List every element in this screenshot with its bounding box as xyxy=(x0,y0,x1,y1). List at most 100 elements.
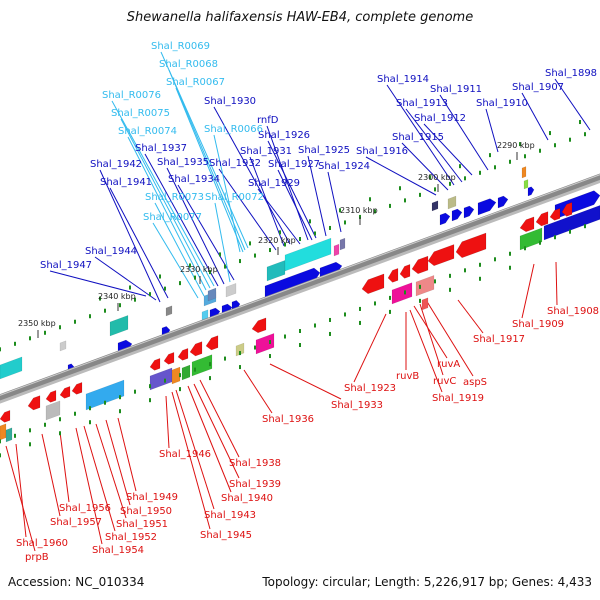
minus-gene-arrow xyxy=(71,381,83,395)
minus-gene-arrow xyxy=(411,255,429,275)
minus-gene-label: Shal_1945 xyxy=(200,530,252,541)
plus-gene-label: Shal_1914 xyxy=(377,74,429,85)
leader-line xyxy=(401,142,449,191)
minus-strand-tick xyxy=(104,400,106,405)
gene-block xyxy=(521,166,527,179)
plus-gene-label: rnfD xyxy=(257,115,279,126)
minus-strand-tick xyxy=(344,312,346,317)
plus-gene-label: Shal_1944 xyxy=(85,246,137,257)
minus-gene-arrow xyxy=(519,216,535,233)
minus-gene-label: Shal_1960 xyxy=(16,538,68,549)
minus-gene-label: Shal_1923 xyxy=(344,383,396,394)
minus-gene-label: aspS xyxy=(463,377,487,388)
leader-line xyxy=(94,256,157,301)
genome-backbone-highlight xyxy=(0,174,600,396)
plus-gene-label: Shal_1934 xyxy=(168,174,220,185)
leader-line xyxy=(5,445,36,552)
minus-strand-tick xyxy=(314,323,316,328)
leader-line xyxy=(171,391,211,530)
gene-block xyxy=(85,379,125,411)
minus-gene-label: Shal_1939 xyxy=(229,479,281,490)
leader-line xyxy=(307,155,327,237)
minus-strand-tick xyxy=(569,229,571,234)
minus-outer-tick xyxy=(479,276,481,281)
rna-gene-label: Shal_R0073 xyxy=(145,192,204,203)
plus-strand-tick xyxy=(494,165,496,170)
plus-strand-tick xyxy=(179,281,181,286)
plus-strand-tick xyxy=(119,303,121,308)
leader-line xyxy=(165,395,170,449)
rna-block xyxy=(0,356,23,380)
plus-strand-tick xyxy=(29,336,31,341)
minus-strand-tick xyxy=(164,378,166,383)
leader-line xyxy=(413,305,448,359)
plus-outer-tick xyxy=(219,252,221,257)
plus-gene-label: Shal_1915 xyxy=(392,132,444,143)
gene-block xyxy=(0,423,7,441)
plus-strand-tick xyxy=(554,143,556,148)
leader-line xyxy=(117,417,137,492)
plus-gene-arrow xyxy=(477,198,497,216)
leader-line xyxy=(554,78,591,131)
leader-line xyxy=(409,309,443,393)
plus-outer-tick xyxy=(99,296,101,301)
kbp-marker-label: 2310 kbp xyxy=(340,206,378,215)
plus-outer-tick xyxy=(159,274,161,279)
minus-gene-arrow xyxy=(0,409,11,423)
leader-line xyxy=(419,303,444,376)
plus-outer-tick xyxy=(489,153,491,158)
minus-outer-tick xyxy=(59,431,61,436)
gene-block xyxy=(149,367,173,391)
minus-gene-arrow xyxy=(149,357,161,371)
accession-text: Accession: NC_010334 xyxy=(8,575,145,589)
minus-strand-tick xyxy=(494,257,496,262)
gene-block xyxy=(171,366,181,385)
gene-block xyxy=(333,243,340,257)
rna-block xyxy=(109,315,129,337)
gene-block xyxy=(391,282,413,305)
minus-outer-tick xyxy=(299,343,301,347)
minus-strand-tick xyxy=(44,422,46,427)
minus-strand-tick xyxy=(284,334,286,339)
minus-outer-tick xyxy=(179,387,181,392)
leader-line xyxy=(485,108,499,153)
minus-gene-arrow xyxy=(45,389,57,403)
plus-strand-tick xyxy=(374,209,376,214)
minus-gene-arrow xyxy=(399,263,411,279)
leader-line xyxy=(152,222,199,299)
plus-strand-tick xyxy=(434,187,436,192)
plus-strand-tick xyxy=(254,253,256,258)
minus-gene-label: Shal_1949 xyxy=(126,492,178,503)
minus-gene-label: Shal_1909 xyxy=(512,319,564,330)
minus-strand-tick xyxy=(419,284,421,289)
minus-gene-arrow xyxy=(455,232,487,259)
plus-gene-label: Shal_1911 xyxy=(430,84,482,95)
minus-gene-arrow xyxy=(387,267,399,283)
plus-gene-arrow xyxy=(439,212,451,226)
plus-strand-tick xyxy=(404,198,406,203)
minus-strand-tick xyxy=(374,301,376,306)
plus-strand-tick xyxy=(299,237,301,241)
rna-block xyxy=(266,260,286,282)
rna-gene-label: Shal_R0069 xyxy=(151,41,210,52)
plus-gene-label: Shal_1932 xyxy=(209,158,261,169)
plus-gene-label: Shal_1898 xyxy=(545,68,597,79)
minus-gene-arrow xyxy=(535,211,549,227)
leader-line xyxy=(127,136,207,291)
minus-strand-tick xyxy=(134,389,136,394)
minus-gene-label: Shal_1936 xyxy=(262,414,314,425)
minus-outer-tick xyxy=(329,331,331,336)
gene-block xyxy=(165,305,173,317)
leader-line xyxy=(218,168,277,251)
leader-line xyxy=(120,118,211,289)
minus-gene-arrow xyxy=(177,347,189,361)
minus-outer-tick xyxy=(149,398,151,403)
leader-line xyxy=(175,389,215,510)
plus-outer-tick xyxy=(459,164,461,169)
plus-gene-label: Shal_1935 xyxy=(157,157,209,168)
leader-line xyxy=(423,123,473,176)
minus-outer-tick xyxy=(239,365,241,370)
plus-gene-label: Shal_1912 xyxy=(414,113,466,124)
rna-gene-label: Shal_R0067 xyxy=(166,77,225,88)
plus-strand-tick xyxy=(464,176,466,181)
